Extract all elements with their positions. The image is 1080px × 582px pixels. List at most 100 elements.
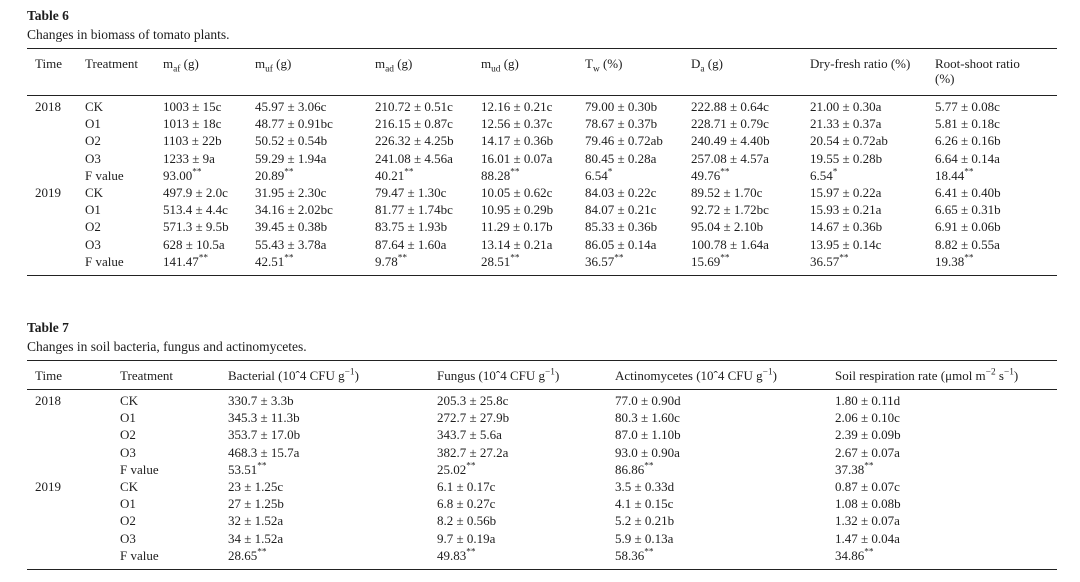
table-cell: 84.07 ± 0.21c [585,202,657,218]
table-cell: 5.81 ± 0.18c [935,116,1000,132]
table-cell: F value [120,461,159,477]
table-cell: 8.2 ± 0.56b [437,513,497,529]
table-cell [27,461,120,478]
table-cell: CK [120,393,139,408]
table-cell: 49.76** [691,167,730,183]
table-cell: 78.67 ± 0.37b [585,116,658,132]
table-cell: 628 ± 10.5a [163,236,225,252]
table-cell: 1.08 ± 0.08b [835,496,901,512]
table-cell: 49.83** [437,547,476,563]
table-cell: 6.64 ± 0.14a [935,150,1000,166]
table-row: F value 28.65** 49.83** 58.36** 34.86** [27,547,1057,570]
table-cell: 59.29 ± 1.94a [255,150,327,166]
table-cell: 6.26 ± 0.16b [935,133,1001,149]
table-cell: 27 ± 1.25b [228,496,284,512]
table-cell: 83.75 ± 1.93b [375,219,448,235]
table-cell: 16.01 ± 0.07a [481,150,553,166]
table-cell: CK [120,479,139,495]
column-header: Soil respiration rate (μmol m−2 s−1) [835,360,1057,390]
table-cell: 240.49 ± 4.40b [691,133,770,149]
column-header: maf (g) [163,48,255,96]
table-cell: 79.47 ± 1.30c [375,185,447,201]
table-cell: 257.08 ± 4.57a [691,150,769,166]
column-header: Tw (%) [585,48,691,96]
table-cell: 15.69** [691,253,730,269]
table-cell: 330.7 ± 3.3b [228,393,294,408]
table-row: O3 34 ± 1.52a 9.7 ± 0.19a 5.9 ± 0.13a 1.47 ±… [27,530,1057,547]
table-cell: 20.89** [255,167,294,183]
table-row: O3 1233 ± 9a 59.29 ± 1.94a 241.08 ± 4.56a 16… [27,150,1057,167]
table-cell: F value [120,547,159,563]
column-header: Time [27,48,85,96]
column-header: Fungus (10ˆ4 CFU g−1) [437,360,615,390]
table-cell: F value [85,167,124,183]
table6-title: Table 6 [27,8,69,23]
table-row: O2 32 ± 1.52a 8.2 ± 0.56b 5.2 ± 0.21b 1.32 ±… [27,512,1057,529]
table-row: O2 1103 ± 22b 50.52 ± 0.54b 226.32 ± 4.25b 1… [27,132,1057,149]
table7-title: Table 7 [27,320,69,335]
table-cell: 19.55 ± 0.28b [810,150,883,166]
table-cell: 34 ± 1.52a [228,530,284,546]
column-header: Bacterial (10ˆ4 CFU g−1) [228,360,437,390]
table-cell [27,547,120,570]
table-cell: 32 ± 1.52a [228,513,284,529]
table-cell: 89.52 ± 1.70c [691,185,763,201]
table-cell: 14.67 ± 0.36b [810,219,883,235]
table-cell: 5.2 ± 0.21b [615,513,675,529]
table-cell [27,253,85,276]
table6-caption: Changes in biomass of tomato plants. [27,27,230,42]
column-header: muf (g) [255,48,375,96]
table-cell: 28.51** [481,253,520,269]
table-cell [27,167,85,184]
table-cell: 93.0 ± 0.90a [615,444,680,460]
table-cell: 13.95 ± 0.14c [810,236,882,252]
table-cell: O3 [120,444,136,460]
table-cell: 4.1 ± 0.15c [615,496,674,512]
table-cell: O1 [85,116,101,132]
table-cell [27,512,120,529]
table-cell: 2.06 ± 0.10c [835,410,900,426]
column-header: Da (g) [691,48,810,96]
table-cell: 8.82 ± 0.55a [935,236,1000,252]
table-cell: 34.86** [835,547,874,563]
table-cell: 226.32 ± 4.25b [375,133,454,149]
table7-section: Table 7 Changes in soil bacteria, fungus… [27,319,1057,571]
table-cell: 0.87 ± 0.07c [835,479,900,495]
table-cell: 42.51** [255,253,294,269]
table-cell: O2 [120,513,136,529]
table6: Time Treatment maf (g) muf (g) mad (g) mud (g… [27,48,1057,277]
table-cell: 343.7 ± 5.6a [437,427,502,443]
table-cell: 272.7 ± 27.9b [437,410,510,426]
table-cell: O2 [120,427,136,443]
table-row: 2019 CK 497.9 ± 2.0c 31.95 ± 2.30c 79.47 ± 1… [27,184,1057,201]
table-cell [27,409,120,426]
table-cell: 37.38** [835,461,874,477]
table-cell: 28.65** [228,547,267,563]
table-cell: 5.77 ± 0.08c [935,99,1000,114]
table-cell: 141.47** [163,253,209,269]
table-cell: 45.97 ± 3.06c [255,99,327,114]
table-cell: 84.03 ± 0.22c [585,185,657,201]
table-cell: 85.33 ± 0.36b [585,219,658,235]
table-row: F value 53.51** 25.02** 86.86** 37.38** [27,461,1057,478]
table-cell: O1 [120,496,136,512]
table-cell: 95.04 ± 2.10b [691,219,764,235]
table-cell: 23 ± 1.25c [228,479,284,495]
table-cell: 6.8 ± 0.27c [437,496,496,512]
table-cell: 19.38** [935,253,974,269]
table-cell: 6.54* [810,167,838,183]
table-cell: 216.15 ± 0.87c [375,116,453,132]
table-row: O2 353.7 ± 17.0b 343.7 ± 5.6a 87.0 ± 1.10b 2… [27,426,1057,443]
table-cell: 2.67 ± 0.07a [835,444,900,460]
table-cell: 13.14 ± 0.21a [481,236,553,252]
table6-header-row: Time Treatment maf (g) muf (g) mad (g) mud (g… [27,48,1057,96]
table-cell: O3 [120,530,136,546]
table-cell: 86.86** [615,461,654,477]
table-cell: 9.78** [375,253,408,269]
table-row: F value 93.00** 20.89** 40.21** 88.28** 6.54*… [27,167,1057,184]
table-cell: 6.91 ± 0.06b [935,219,1001,235]
table-cell: O1 [85,202,101,218]
table-cell: 55.43 ± 3.78a [255,236,327,252]
table-cell: 1233 ± 9a [163,150,215,166]
table7: Time Treatment Bacterial (10ˆ4 CFU g−1) Fun… [27,360,1057,571]
